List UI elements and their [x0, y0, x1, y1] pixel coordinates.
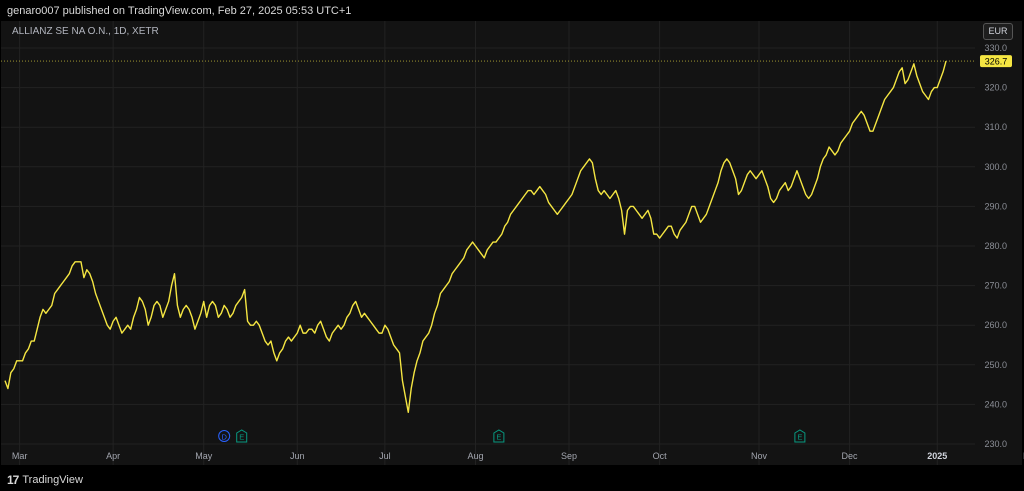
x-tick-label: Apr — [106, 451, 120, 461]
symbol-label: ALLIANZ SE NA O.N., 1D, XETR — [12, 26, 159, 37]
y-tick-label: 320.0 — [984, 83, 1007, 93]
tradingview-logo[interactable]: 17 TradingView — [7, 473, 83, 487]
event-marker-label: E — [797, 433, 802, 442]
y-tick-label: 310.0 — [984, 122, 1007, 132]
x-tick-label: Mar — [12, 451, 28, 461]
y-tick-label: 330.0 — [984, 43, 1007, 53]
event-marker-label: E — [239, 433, 244, 442]
y-tick-label: 230.0 — [984, 439, 1007, 449]
y-tick-label: 270.0 — [984, 281, 1007, 291]
dividend-marker-icon[interactable] — [218, 430, 231, 442]
last-price-label: 326.7 — [985, 57, 1008, 67]
x-tick-label: Nov — [751, 451, 768, 461]
x-tick-label: Feb — [1023, 451, 1024, 461]
earnings-marker-icon[interactable] — [236, 429, 248, 443]
y-tick-label: 290.0 — [984, 201, 1007, 211]
chart-area[interactable] — [1, 21, 1022, 465]
event-marker-label: E — [496, 433, 501, 442]
y-tick-label: 250.0 — [984, 360, 1007, 370]
x-tick-label: May — [195, 451, 213, 461]
earnings-marker-icon[interactable] — [493, 429, 505, 443]
y-tick-label: 280.0 — [984, 241, 1007, 251]
price-series-line[interactable] — [4, 60, 947, 414]
x-tick-label: Aug — [467, 451, 483, 461]
published-text: genaro007 published on TradingView.com, … — [7, 5, 352, 17]
last-price-badge — [980, 55, 1012, 68]
tradingview-logo-icon: 17 — [7, 473, 19, 487]
x-tick-label: Sep — [561, 451, 577, 461]
x-tick-label: 2025 — [927, 451, 947, 461]
x-tick-label: Oct — [653, 451, 668, 461]
y-tick-label: 260.0 — [984, 320, 1007, 330]
x-tick-label: Jul — [379, 451, 391, 461]
earnings-marker-icon[interactable] — [794, 429, 806, 443]
y-tick-label: 240.0 — [984, 399, 1007, 409]
x-tick-label: Dec — [842, 451, 859, 461]
published-header: genaro007 published on TradingView.com, … — [0, 0, 1024, 22]
footer-bar — [0, 468, 1024, 491]
x-tick-label: Jun — [290, 451, 305, 461]
tradingview-brand: TradingView — [22, 474, 83, 486]
currency-button[interactable]: EUR — [983, 23, 1013, 40]
event-marker-label: D — [221, 433, 227, 442]
y-tick-label: 300.0 — [984, 162, 1007, 172]
